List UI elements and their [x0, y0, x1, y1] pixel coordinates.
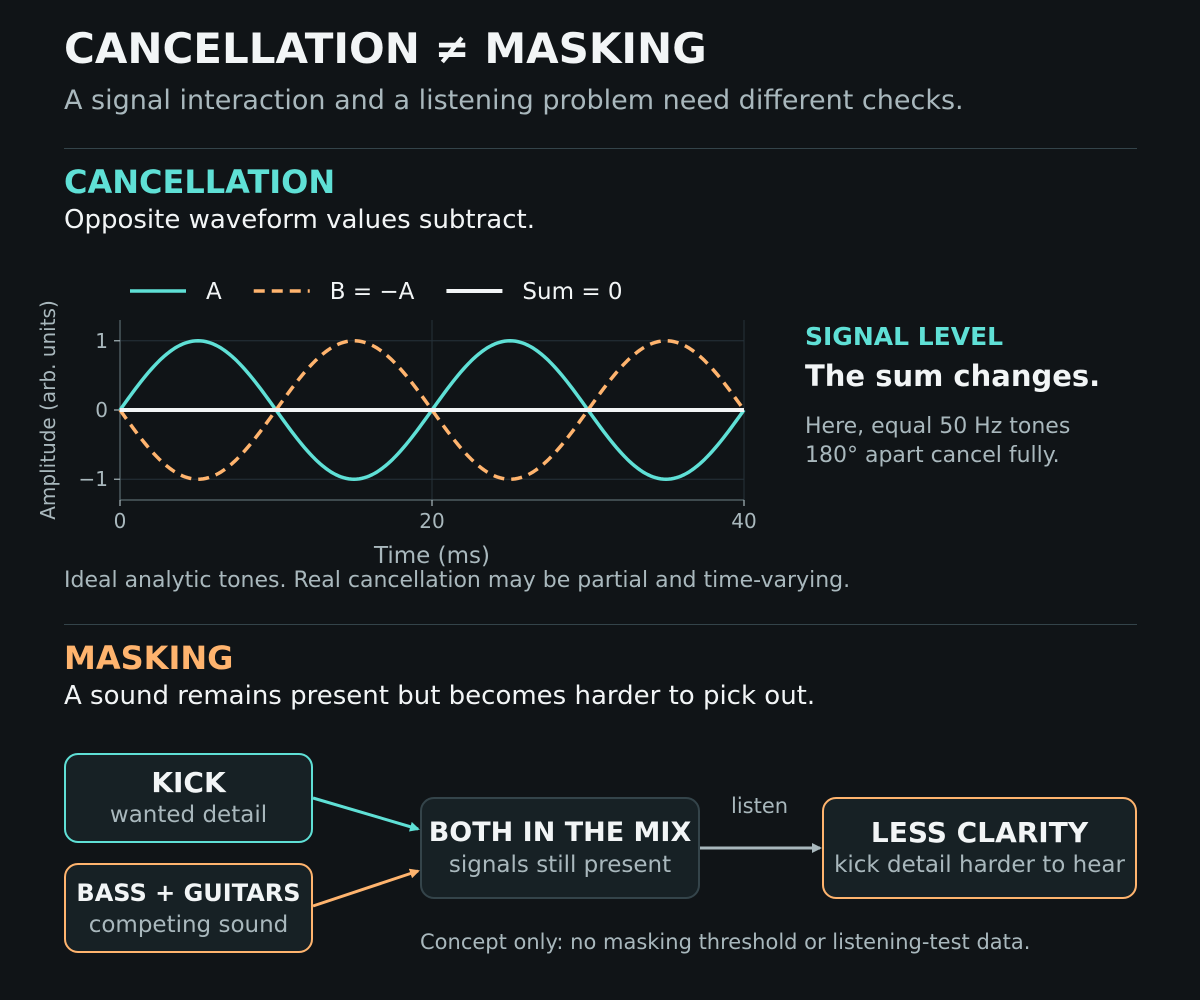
masking-note: Concept only: no masking threshold or li… — [420, 930, 1031, 954]
cancellation-note: Ideal analytic tones. Real cancellation … — [64, 568, 851, 593]
legend-label-2: B = −A — [330, 279, 415, 305]
y-tick-label: 0 — [95, 398, 108, 422]
arrow-kick-to-mix — [312, 796, 420, 832]
mix-box: BOTH IN THE MIX signals still present — [420, 797, 700, 899]
signal-level-heading: SIGNAL LEVEL — [805, 322, 1004, 351]
kick-box: KICK wanted detail — [64, 753, 313, 843]
x-tick-label: 40 — [731, 509, 756, 533]
less-clarity-box-subtitle: kick detail harder to hear — [834, 852, 1125, 878]
mix-box-subtitle: signals still present — [448, 852, 672, 878]
divider-middle — [64, 624, 1137, 625]
page-title: CANCELLATION ≠ MASKING — [64, 24, 707, 73]
y-tick-label: 1 — [95, 329, 108, 353]
series-line-2 — [118, 339, 746, 481]
x-axis-label: Time (ms) — [373, 543, 490, 569]
x-tick-label: 20 — [419, 509, 444, 533]
listen-arrow-label: listen — [731, 794, 789, 818]
cancellation-description: Opposite waveform values subtract. — [64, 205, 535, 235]
y-axis-label: Amplitude (arb. units) — [36, 300, 60, 520]
mix-box-title: BOTH IN THE MIX — [428, 817, 692, 848]
bass-guitars-box-title: BASS + GUITARS — [76, 879, 301, 907]
page-subtitle: A signal interaction and a listening pro… — [64, 85, 964, 116]
x-tick-label: 0 — [114, 509, 127, 533]
signal-level-explanation: Here, equal 50 Hz tones 180° apart cance… — [805, 414, 1071, 468]
bass-guitars-box: BASS + GUITARS competing sound — [64, 863, 313, 953]
divider-top — [64, 148, 1137, 149]
kick-box-title: KICK — [151, 766, 226, 799]
kick-box-subtitle: wanted detail — [109, 802, 268, 828]
masking-description: A sound remains present but becomes hard… — [64, 681, 816, 711]
less-clarity-box-title: LESS CLARITY — [870, 816, 1089, 849]
masking-heading: MASKING — [64, 639, 234, 677]
less-clarity-box: LESS CLARITY kick detail harder to hear — [822, 797, 1137, 899]
arrow-bass-to-mix — [312, 868, 420, 908]
bass-guitars-box-subtitle: competing sound — [88, 912, 289, 938]
signal-level-statement: The sum changes. — [805, 359, 1101, 393]
legend-label-3: Sum = 0 — [522, 279, 622, 305]
y-tick-label: −1 — [79, 467, 108, 491]
legend-label-1: A — [206, 279, 222, 305]
cancellation-heading: CANCELLATION — [64, 163, 336, 201]
